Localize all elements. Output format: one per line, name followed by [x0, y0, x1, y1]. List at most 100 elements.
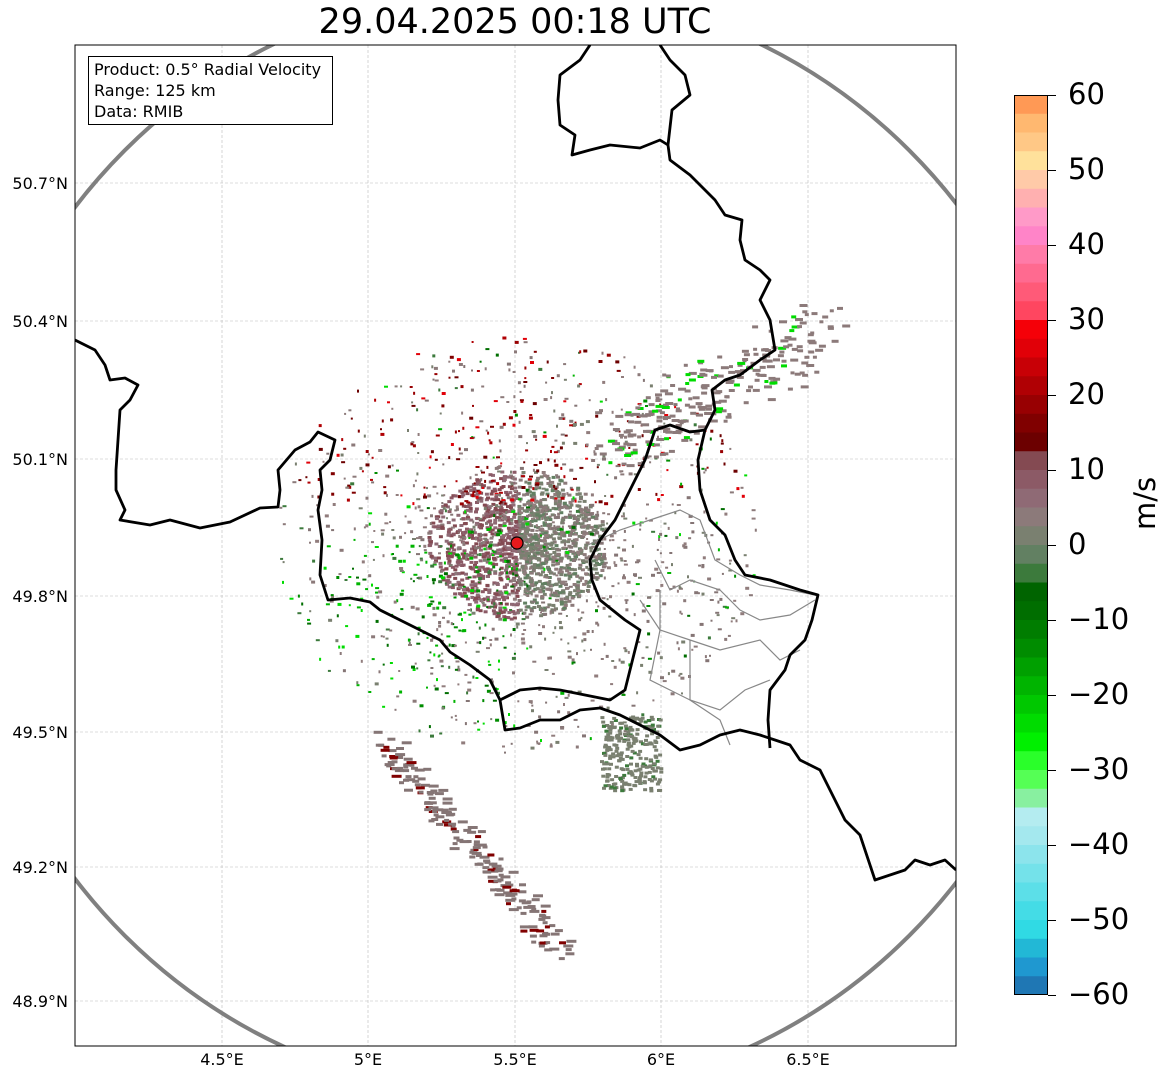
- echo-pixel: [604, 502, 609, 506]
- echo-pixel: [573, 589, 578, 593]
- echo-pixel: [407, 778, 416, 782]
- echo-pixel: [454, 714, 457, 717]
- echo-pixel: [647, 596, 651, 599]
- echo-pixel: [524, 509, 529, 513]
- echo-pixel: [542, 932, 550, 936]
- echo-pixel: [694, 591, 699, 595]
- echo-pixel: [330, 594, 334, 597]
- echo-pixel: [625, 411, 632, 415]
- echo-pixel: [434, 379, 439, 382]
- echo-pixel: [766, 365, 775, 369]
- echo-pixel: [535, 438, 538, 441]
- echo-pixel: [790, 371, 795, 375]
- echo-pixel: [520, 554, 525, 558]
- echo-pixel: [580, 616, 583, 619]
- colorbar-segment: [1014, 901, 1048, 921]
- echo-pixel: [596, 563, 601, 566]
- echo-pixel: [505, 881, 512, 885]
- echo-pixel: [644, 738, 648, 742]
- echo-pixel: [567, 642, 570, 645]
- echo-pixel: [701, 467, 705, 470]
- echo-pixel: [544, 637, 547, 641]
- echo-pixel: [740, 486, 744, 489]
- echo-pixel: [622, 574, 625, 578]
- echo-pixel: [535, 517, 539, 520]
- echo-pixel: [430, 667, 434, 669]
- echo-pixel: [380, 635, 383, 638]
- echo-pixel: [545, 509, 548, 512]
- echo-pixel: [546, 360, 549, 364]
- echo-pixel: [476, 641, 480, 644]
- echo-pixel: [348, 409, 352, 412]
- echo-pixel: [538, 590, 543, 594]
- echo-pixel: [384, 385, 388, 388]
- echo-pixel: [604, 738, 609, 742]
- colorbar-segment: [1014, 320, 1048, 340]
- echo-pixel: [415, 607, 420, 611]
- echo-pixel: [484, 684, 489, 687]
- echo-pixel: [528, 416, 533, 420]
- lon-tick-label: 5.5°E: [493, 1050, 537, 1069]
- echo-pixel: [479, 641, 482, 645]
- echo-pixel: [512, 371, 516, 373]
- echo-pixel: [610, 778, 615, 782]
- echo-pixel: [473, 843, 480, 847]
- echo-pixel: [512, 512, 517, 516]
- echo-pixel: [561, 581, 566, 585]
- echo-pixel: [537, 572, 541, 576]
- echo-pixel: [447, 580, 452, 584]
- echo-pixel: [669, 552, 673, 554]
- echo-pixel: [612, 786, 617, 790]
- echo-pixel: [603, 565, 607, 568]
- echo-pixel: [567, 571, 572, 575]
- echo-pixel: [574, 499, 577, 503]
- echo-pixel: [512, 616, 517, 620]
- echo-pixel: [511, 567, 514, 571]
- echo-pixel: [541, 909, 547, 913]
- colorbar-segment: [1014, 245, 1048, 265]
- radar-map: [74, 44, 957, 1047]
- echo-pixel: [448, 643, 451, 647]
- echo-pixel: [560, 521, 565, 525]
- echo-pixel: [572, 661, 576, 664]
- echo-pixel: [418, 576, 423, 580]
- echo-pixel: [527, 584, 532, 588]
- echo-pixel: [614, 765, 619, 769]
- echo-pixel: [554, 626, 557, 630]
- echo-pixel: [559, 530, 564, 534]
- echo-pixel: [530, 700, 533, 704]
- echo-pixel: [502, 521, 507, 524]
- echo-pixel: [500, 875, 511, 879]
- echo-pixel: [470, 589, 475, 593]
- echo-pixel: [529, 579, 534, 583]
- echo-pixel: [434, 373, 438, 376]
- echo-pixel: [504, 490, 509, 494]
- echo-pixel: [584, 556, 589, 560]
- echo-pixel: [428, 819, 435, 823]
- echo-pixel: [551, 391, 553, 395]
- echo-pixel: [523, 629, 527, 631]
- echo-pixel: [355, 634, 360, 638]
- echo-pixel: [529, 519, 534, 523]
- echo-pixel: [617, 729, 622, 733]
- echo-pixel: [559, 566, 564, 570]
- echo-pixel: [545, 381, 548, 384]
- echo-pixel: [618, 777, 623, 780]
- echo-pixel: [532, 551, 537, 555]
- colorbar-segment: [1014, 301, 1048, 321]
- echo-pixel: [489, 692, 494, 695]
- echo-pixel: [573, 541, 578, 545]
- echo-pixel: [497, 470, 502, 473]
- echo-pixel: [451, 644, 456, 648]
- echo-pixel: [478, 544, 483, 548]
- echo-pixel: [477, 573, 482, 577]
- echo-pixel: [464, 448, 468, 452]
- echo-pixel: [429, 554, 434, 558]
- echo-pixel: [511, 563, 515, 566]
- echo-pixel: [394, 385, 398, 388]
- echo-pixel: [504, 567, 509, 570]
- echo-pixel: [521, 486, 526, 489]
- echo-pixel: [614, 563, 618, 567]
- echo-pixel: [552, 608, 557, 612]
- echo-pixel: [585, 526, 590, 530]
